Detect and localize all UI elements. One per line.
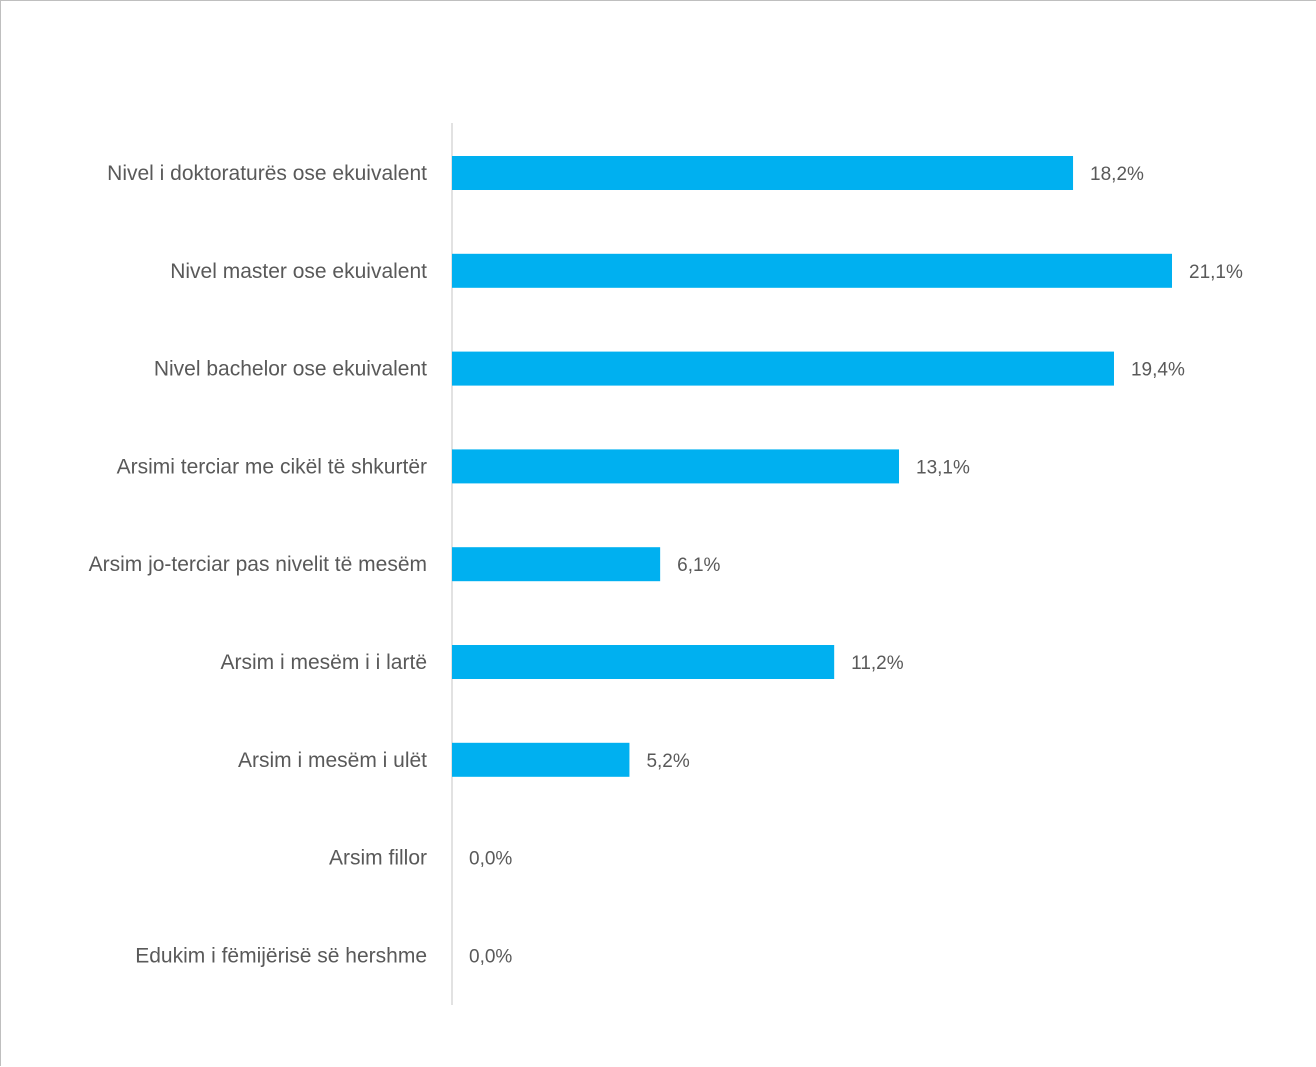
category-label: Nivel i doktoraturës ose ekuivalent [107,162,427,185]
category-label: Arsim i mesëm i i lartë [220,651,427,674]
category-label: Arsim jo-terciar pas nivelit të mesëm [89,553,427,576]
data-label: 5,2% [646,751,689,772]
data-label: 0,0% [469,946,512,967]
category-label: Edukim i fëmijërisë së hershme [135,944,427,967]
bar [452,253,1172,288]
data-label: 21,1% [1189,262,1243,283]
bar [452,156,1074,190]
bars-group [452,156,1172,777]
data-label: 18,2% [1090,164,1144,185]
bar [452,449,900,484]
category-labels-group: Nivel i doktoraturës ose ekuivalent Nivel… [89,162,428,967]
bar [452,645,835,679]
category-label: Arsimi terciar me cikël të shkurtër [117,455,427,478]
bar [452,742,630,777]
data-label: 6,1% [677,555,720,576]
bar [452,547,661,582]
category-label: Arsim fillor [329,847,427,870]
category-label: Nivel bachelor ose ekuivalent [154,358,427,381]
data-label: 19,4% [1131,360,1185,381]
data-label: 0,0% [469,849,512,870]
bar [452,351,1114,386]
data-labels-group: 18,2% 21,1% 19,4% 13,1% 6,1% 11,2% 5,2% 0,0% 0,0… [469,164,1243,967]
data-label: 11,2% [851,653,904,674]
category-label: Arsim i mesëm i ulët [238,749,427,772]
category-label: Nivel master ose ekuivalent [170,260,427,283]
data-label: 13,1% [916,457,970,478]
